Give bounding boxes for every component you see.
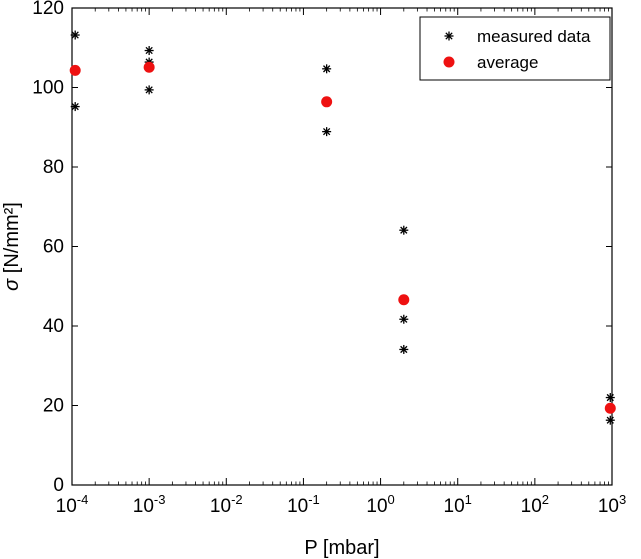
x-tick-label: 102 — [521, 492, 549, 517]
legend-label-average: average — [477, 53, 538, 72]
average-point — [604, 402, 616, 414]
x-tick-label: 10-1 — [287, 492, 320, 517]
y-axis-title: σ [N/mm²] — [1, 202, 23, 291]
measured-data-point — [70, 30, 80, 40]
y-tick-label: 20 — [43, 396, 64, 417]
measured-data-point — [399, 225, 409, 235]
average-series — [69, 61, 616, 414]
average-point — [69, 64, 81, 76]
legend-box — [419, 16, 611, 81]
measured-data-series — [70, 30, 615, 425]
y-tick-label: 80 — [43, 157, 64, 178]
y-tick-label: 120 — [32, 0, 64, 19]
y-tick-label: 40 — [43, 316, 64, 337]
legend-marker-average — [443, 56, 455, 68]
x-axis: 10-4 10-3 10-2 10-1 100 101 102 103 — [56, 8, 626, 517]
average-point — [321, 96, 333, 108]
y-axis-unit: [N/mm²] — [1, 202, 23, 279]
x-axis-title: P [mbar] — [304, 537, 379, 559]
legend-marker-measured — [444, 31, 454, 41]
measured-data-point — [399, 344, 409, 354]
y-tick-label: 100 — [32, 78, 64, 99]
measured-data-point — [322, 64, 332, 74]
measured-data-point — [399, 314, 409, 324]
y-tick-label: 60 — [43, 237, 64, 258]
measured-data-point — [70, 102, 80, 112]
average-point — [398, 294, 410, 306]
x-tick-label: 100 — [366, 492, 394, 517]
x-tick-label: 10-3 — [133, 492, 166, 517]
y-axis-symbol: σ — [1, 278, 23, 291]
x-tick-label: 10-4 — [56, 492, 89, 517]
x-tick-label: 101 — [444, 492, 472, 517]
y-axis: 0 20 40 60 80 100 120 — [32, 0, 612, 496]
average-point — [143, 61, 155, 73]
x-tick-label: 10-2 — [210, 492, 243, 517]
measured-data-point — [144, 46, 154, 56]
measured-data-point — [605, 393, 615, 403]
x-tick-label: 103 — [598, 492, 626, 517]
measured-data-point — [322, 127, 332, 137]
legend-asterisk — [444, 31, 454, 41]
measured-data-point — [144, 85, 154, 95]
measured-data-point — [605, 415, 615, 425]
y-tick-label: 0 — [53, 475, 64, 496]
legend-label-measured: measured data — [477, 27, 591, 46]
legend: measured data average — [419, 16, 611, 81]
